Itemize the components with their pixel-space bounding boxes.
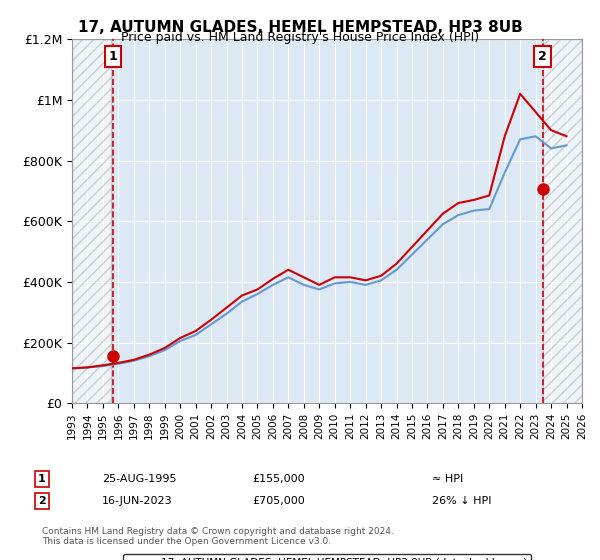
Text: Price paid vs. HM Land Registry's House Price Index (HPI): Price paid vs. HM Land Registry's House … [121,31,479,44]
Text: 1: 1 [109,50,118,63]
Bar [72,39,110,403]
Bar [72,39,110,403]
Text: 2: 2 [38,496,46,506]
Text: Contains HM Land Registry data © Crown copyright and database right 2024.
This d: Contains HM Land Registry data © Crown c… [42,526,394,546]
Text: 26% ↓ HPI: 26% ↓ HPI [432,496,491,506]
Text: 1: 1 [38,474,46,484]
Text: 2: 2 [538,50,547,63]
Text: 17, AUTUMN GLADES, HEMEL HEMPSTEAD, HP3 8UB: 17, AUTUMN GLADES, HEMEL HEMPSTEAD, HP3 … [77,20,523,35]
Bar [544,39,582,403]
Text: 16-JUN-2023: 16-JUN-2023 [102,496,173,506]
Text: £705,000: £705,000 [252,496,305,506]
Text: ≈ HPI: ≈ HPI [432,474,463,484]
Text: £155,000: £155,000 [252,474,305,484]
Legend: 17, AUTUMN GLADES, HEMEL HEMPSTEAD, HP3 8UB (detached house), HPI: Average price: 17, AUTUMN GLADES, HEMEL HEMPSTEAD, HP3 … [122,554,532,560]
Text: 25-AUG-1995: 25-AUG-1995 [102,474,176,484]
Bar [544,39,582,403]
